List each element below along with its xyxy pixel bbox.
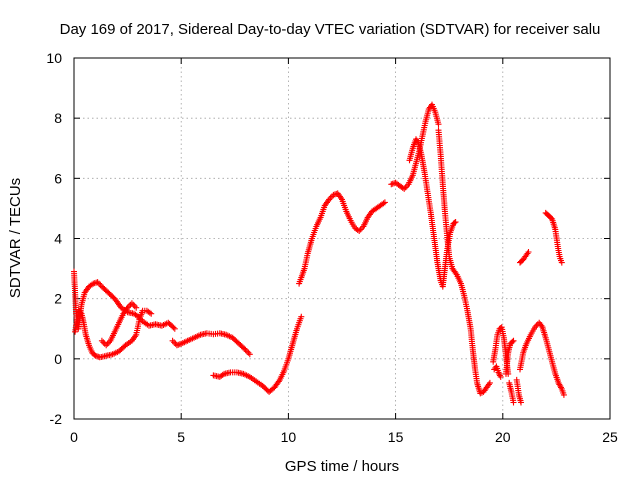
data-point (94, 279, 101, 286)
x-tick-label: 10 (281, 429, 297, 445)
x-tick-label: 25 (602, 429, 618, 445)
data-point (96, 280, 102, 287)
grid (74, 58, 610, 419)
data-point (402, 184, 409, 191)
data-point (219, 371, 226, 378)
y-tick-label: 6 (54, 170, 62, 186)
data-point (496, 370, 503, 377)
data-point (518, 399, 524, 406)
data-point (381, 199, 388, 206)
data-point (104, 340, 111, 347)
x-tick-label: 0 (70, 429, 78, 445)
data-point (243, 348, 250, 355)
data-point (525, 249, 532, 255)
x-tick-label: 5 (177, 429, 185, 445)
data-point (298, 313, 305, 320)
data-point (100, 339, 107, 346)
data-point (128, 300, 135, 307)
data-point (509, 338, 516, 345)
chart-title: Day 169 of 2017, Sidereal Day-to-day VTE… (60, 21, 601, 38)
data-point (560, 391, 567, 398)
data-point (133, 304, 140, 311)
data-point (510, 399, 517, 406)
data-point (171, 325, 178, 332)
axis-ticks (73, 57, 611, 420)
data-point (380, 200, 387, 207)
tick-labels: 0 5 10 15 20 25 -2 0 2 4 6 8 10 (46, 50, 618, 445)
data-point (245, 349, 252, 356)
data-point (435, 121, 442, 128)
data-point (148, 310, 155, 317)
data-point (497, 373, 504, 380)
data-point (357, 226, 364, 233)
data-point (486, 379, 493, 386)
data-point (146, 309, 153, 316)
x-tick-label: 15 (388, 429, 404, 445)
y-tick-label: -2 (50, 411, 63, 427)
x-tick-label: 20 (495, 429, 511, 445)
data-point (452, 219, 459, 225)
data-point (510, 337, 517, 344)
y-tick-label: 0 (54, 351, 62, 367)
x-axis-label: GPS time / hours (285, 458, 399, 475)
y-tick-label: 10 (46, 50, 62, 66)
y-tick-label: 2 (54, 291, 62, 307)
data-point (241, 345, 248, 352)
data-point (558, 259, 565, 266)
y-tick-label: 8 (54, 110, 62, 126)
data-point (246, 351, 253, 358)
data-point (130, 301, 137, 308)
data-point (169, 337, 176, 344)
y-axis-label: SDTVAR / TECUs (7, 178, 24, 298)
y-tick-label: 4 (54, 231, 62, 247)
data-point (98, 337, 105, 344)
data-point (451, 219, 458, 226)
data-point (131, 303, 138, 310)
data-point (103, 342, 110, 349)
data-point (170, 324, 177, 331)
data-points (71, 101, 567, 406)
